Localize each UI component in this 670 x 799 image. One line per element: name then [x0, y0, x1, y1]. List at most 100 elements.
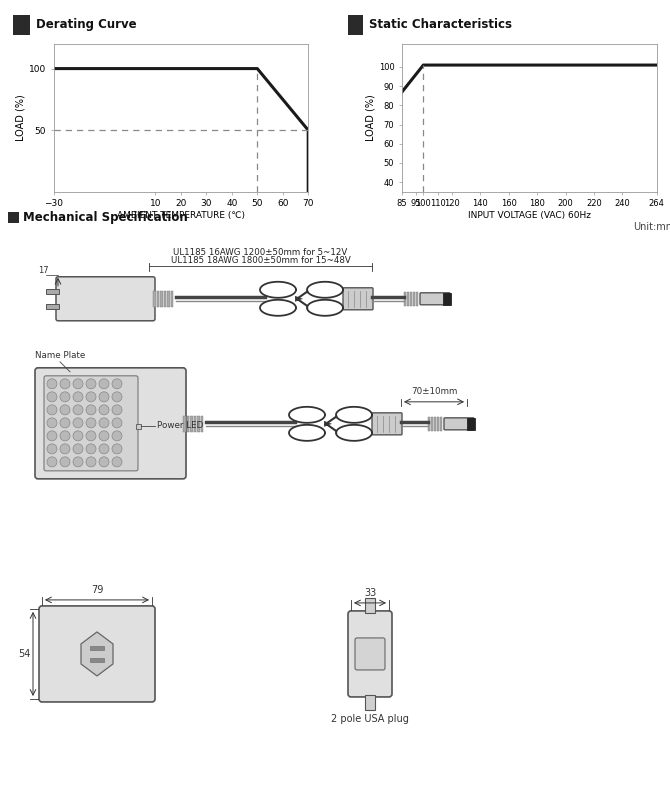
- FancyBboxPatch shape: [444, 418, 474, 430]
- Text: 54: 54: [18, 649, 30, 659]
- Circle shape: [73, 457, 83, 467]
- Polygon shape: [307, 282, 343, 298]
- Bar: [153, 291, 155, 307]
- Circle shape: [47, 405, 57, 415]
- Circle shape: [47, 444, 57, 454]
- Circle shape: [99, 444, 109, 454]
- Text: UL1185 16AWG 1200±50mm for 5~12V: UL1185 16AWG 1200±50mm for 5~12V: [174, 248, 348, 256]
- Circle shape: [99, 457, 109, 467]
- Circle shape: [73, 392, 83, 402]
- Bar: [163, 291, 166, 307]
- Polygon shape: [81, 632, 113, 676]
- Circle shape: [73, 405, 83, 415]
- Polygon shape: [336, 407, 372, 423]
- Text: Power LED: Power LED: [157, 421, 204, 431]
- Text: 70±10mm: 70±10mm: [411, 387, 457, 396]
- Circle shape: [47, 431, 57, 441]
- Polygon shape: [260, 300, 296, 316]
- Y-axis label: LOAD (%): LOAD (%): [366, 94, 376, 141]
- Circle shape: [60, 379, 70, 389]
- Circle shape: [60, 405, 70, 415]
- Text: Static Characteristics: Static Characteristics: [369, 18, 513, 31]
- Bar: [160, 291, 163, 307]
- Bar: [434, 417, 436, 431]
- FancyBboxPatch shape: [44, 376, 138, 471]
- Bar: [348, 14, 363, 35]
- Circle shape: [60, 431, 70, 441]
- FancyBboxPatch shape: [348, 611, 392, 697]
- Bar: [46, 304, 59, 308]
- Circle shape: [86, 392, 96, 402]
- FancyBboxPatch shape: [355, 638, 385, 670]
- Bar: [90, 646, 104, 650]
- Circle shape: [112, 379, 122, 389]
- Bar: [157, 291, 159, 307]
- Bar: [428, 417, 430, 431]
- Circle shape: [47, 418, 57, 427]
- Circle shape: [99, 418, 109, 427]
- X-axis label: INPUT VOLTAGE (VAC) 60Hz: INPUT VOLTAGE (VAC) 60Hz: [468, 211, 591, 221]
- Text: 17: 17: [38, 266, 48, 275]
- Bar: [183, 415, 186, 431]
- Bar: [467, 418, 475, 430]
- Bar: [404, 292, 406, 306]
- Circle shape: [86, 444, 96, 454]
- Text: 79: 79: [91, 585, 103, 595]
- FancyBboxPatch shape: [420, 292, 450, 304]
- Bar: [365, 695, 375, 710]
- Polygon shape: [295, 296, 303, 302]
- Bar: [167, 291, 170, 307]
- Circle shape: [86, 379, 96, 389]
- Circle shape: [73, 444, 83, 454]
- Bar: [365, 598, 375, 613]
- Bar: [186, 415, 189, 431]
- Circle shape: [99, 392, 109, 402]
- Circle shape: [112, 405, 122, 415]
- Circle shape: [60, 418, 70, 427]
- Bar: [407, 292, 409, 306]
- Circle shape: [112, 392, 122, 402]
- FancyBboxPatch shape: [35, 368, 186, 479]
- Text: Mechanical Specification: Mechanical Specification: [23, 211, 188, 225]
- X-axis label: AMBIENT TEMPERATURE (℃): AMBIENT TEMPERATURE (℃): [117, 211, 245, 221]
- FancyBboxPatch shape: [343, 288, 373, 310]
- Circle shape: [112, 418, 122, 427]
- Bar: [194, 415, 196, 431]
- Polygon shape: [260, 282, 296, 298]
- Bar: [8, 212, 19, 223]
- Circle shape: [86, 405, 96, 415]
- Circle shape: [60, 457, 70, 467]
- Text: 33: 33: [364, 588, 376, 598]
- Text: Name Plate: Name Plate: [35, 352, 85, 360]
- Bar: [190, 415, 192, 431]
- Text: Derating Curve: Derating Curve: [36, 18, 136, 31]
- Circle shape: [99, 379, 109, 389]
- Bar: [90, 658, 104, 662]
- Circle shape: [112, 457, 122, 467]
- Circle shape: [60, 392, 70, 402]
- Circle shape: [47, 457, 57, 467]
- Text: 2 pole USA plug: 2 pole USA plug: [331, 714, 409, 724]
- Circle shape: [86, 431, 96, 441]
- Circle shape: [47, 379, 57, 389]
- Circle shape: [99, 431, 109, 441]
- Bar: [431, 417, 433, 431]
- Circle shape: [47, 392, 57, 402]
- Bar: [13, 14, 29, 35]
- Circle shape: [112, 444, 122, 454]
- Bar: [416, 292, 418, 306]
- Polygon shape: [289, 407, 325, 423]
- Circle shape: [73, 379, 83, 389]
- Polygon shape: [336, 425, 372, 441]
- Text: UL1185 18AWG 1800±50mm for 15~48V: UL1185 18AWG 1800±50mm for 15~48V: [171, 256, 350, 264]
- Circle shape: [112, 431, 122, 441]
- Polygon shape: [307, 300, 343, 316]
- Bar: [136, 423, 141, 429]
- Circle shape: [60, 444, 70, 454]
- Bar: [410, 292, 412, 306]
- FancyBboxPatch shape: [56, 276, 155, 320]
- Polygon shape: [289, 425, 325, 441]
- Text: Unit:mm: Unit:mm: [633, 222, 670, 232]
- Circle shape: [99, 405, 109, 415]
- Bar: [437, 417, 439, 431]
